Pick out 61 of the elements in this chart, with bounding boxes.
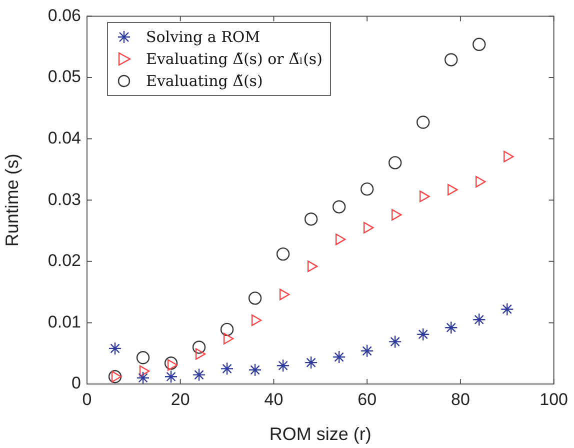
point: [111, 370, 122, 382]
point: [248, 363, 262, 376]
point: [108, 370, 122, 384]
point: [388, 156, 402, 170]
point: [276, 247, 290, 261]
x-axis-title: ROM size (r): [269, 424, 372, 444]
point: [363, 222, 374, 234]
point: [444, 321, 458, 334]
point: [139, 365, 150, 377]
point: [500, 302, 514, 316]
x-tick-label: 40: [264, 390, 284, 409]
x-tick-label: 60: [358, 390, 377, 409]
y-tick-label: 0.01: [48, 312, 81, 332]
point: [332, 350, 346, 364]
point: [279, 288, 290, 300]
point: [392, 209, 402, 221]
point: [388, 335, 402, 348]
point: [448, 184, 458, 196]
y-tick-label: 0.05: [48, 67, 81, 86]
point: [416, 328, 430, 341]
point: [416, 116, 430, 129]
point: [136, 371, 150, 384]
x-tick-label: 80: [450, 390, 470, 409]
point: [108, 342, 122, 356]
point: [248, 292, 262, 305]
point: [304, 356, 318, 370]
legend-label: Solving a ROM: [146, 28, 260, 46]
point: [136, 351, 150, 364]
point: [220, 362, 234, 376]
point: [167, 359, 178, 371]
point: [472, 38, 486, 51]
point: [360, 344, 374, 358]
y-tick-label: 0.03: [48, 190, 81, 209]
point: [164, 356, 178, 370]
point: [444, 53, 458, 66]
x-tick-label: 20: [170, 390, 190, 409]
legend-label: Evaluating Δ̃(s): [146, 72, 263, 90]
y-tick-label: 0.04: [48, 128, 81, 148]
point: [223, 332, 234, 344]
point: [276, 359, 290, 372]
point: [472, 313, 486, 326]
point: [192, 368, 206, 382]
y-tick-label: 0.06: [48, 6, 81, 25]
y-tick-label: 0: [72, 374, 81, 393]
y-tick-label: 0.02: [48, 251, 81, 270]
point: [476, 176, 486, 188]
point: [251, 314, 262, 326]
point: [360, 182, 374, 196]
point: [192, 340, 206, 354]
point: [220, 322, 234, 336]
point: [304, 212, 318, 226]
point: [504, 150, 514, 162]
x-tick-label: 100: [540, 390, 568, 409]
point: [335, 234, 346, 246]
point: [164, 370, 178, 384]
y-axis-title: Runtime (s): [2, 154, 22, 247]
legend-label: Evaluating Δ̃(s) or Δ̃ₗ(s): [146, 50, 322, 68]
point: [332, 200, 346, 214]
point: [307, 260, 318, 272]
point: [195, 348, 206, 360]
point: [420, 190, 430, 202]
